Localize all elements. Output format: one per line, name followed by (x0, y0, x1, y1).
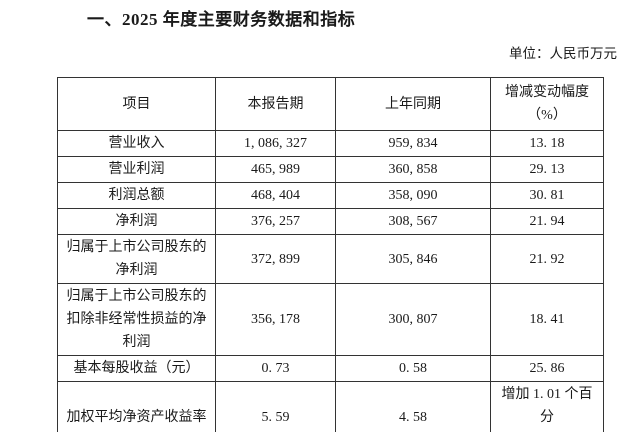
change-value: 29. 13 (490, 156, 604, 183)
table-row: 营业利润 465, 989 360, 858 29. 13 (57, 156, 604, 183)
prior-period-value: 959, 834 (335, 130, 491, 157)
row-label: 加权平均净资产收益率 (57, 381, 216, 432)
current-period-value: 0. 73 (215, 355, 336, 382)
current-period-value: 356, 178 (215, 283, 336, 356)
unit-label: 单位：人民币万元 (509, 46, 617, 61)
table-row: 利润总额 468, 404 358, 090 30. 81 (57, 182, 604, 209)
row-label: 净利润 (57, 208, 216, 235)
row-label: 基本每股收益（元） (57, 355, 216, 382)
header-change-rate: 增减变动幅度 （%） (490, 77, 604, 131)
change-value: 21. 94 (490, 208, 604, 235)
prior-period-value: 308, 567 (335, 208, 491, 235)
row-label: 利润总额 (57, 182, 216, 209)
current-period-value: 468, 404 (215, 182, 336, 209)
prior-period-value: 360, 858 (335, 156, 491, 183)
row-label: 归属于上市公司股东的 扣除非经常性损益的净 利润 (57, 283, 216, 356)
current-period-value: 372, 899 (215, 234, 336, 284)
current-period-value: 465, 989 (215, 156, 336, 183)
header-item-name: 项目 (57, 77, 216, 131)
current-period-value: 376, 257 (215, 208, 336, 235)
section-title: 一、2025 年度主要财务数据和指标 (87, 10, 356, 29)
change-value: 25. 86 (490, 355, 604, 382)
change-value: 30. 81 (490, 182, 604, 209)
table-row: 营业收入 1, 086, 327 959, 834 13. 18 (57, 130, 604, 157)
row-label: 归属于上市公司股东的 净利润 (57, 234, 216, 284)
table-row: 净利润 376, 257 308, 567 21. 94 (57, 208, 604, 235)
change-value: 增加 1. 01 个百分 点 (490, 381, 604, 432)
change-value: 13. 18 (490, 130, 604, 157)
change-value: 18. 41 (490, 283, 604, 356)
current-period-value: 1, 086, 327 (215, 130, 336, 157)
row-label: 营业收入 (57, 130, 216, 157)
header-prior-period: 上年同期 (335, 77, 491, 131)
row-label: 营业利润 (57, 156, 216, 183)
table-header-row: 项目 本报告期 上年同期 增减变动幅度 （%） (57, 77, 604, 131)
current-period-value: 5. 59 (215, 381, 336, 432)
table-row: 加权平均净资产收益率 5. 59 4. 58 增加 1. 01 个百分 点 (57, 381, 604, 432)
prior-period-value: 300, 807 (335, 283, 491, 356)
table-row: 归属于上市公司股东的 扣除非经常性损益的净 利润 356, 178 300, 8… (57, 283, 604, 356)
header-current-period: 本报告期 (215, 77, 336, 131)
table-row: 基本每股收益（元） 0. 73 0. 58 25. 86 (57, 355, 604, 382)
change-value: 21. 92 (490, 234, 604, 284)
prior-period-value: 358, 090 (335, 182, 491, 209)
financial-table: 项目 本报告期 上年同期 增减变动幅度 （%） 营业收入 1, 086, 327… (57, 77, 604, 432)
table-row: 归属于上市公司股东的 净利润 372, 899 305, 846 21. 92 (57, 234, 604, 284)
prior-period-value: 0. 58 (335, 355, 491, 382)
prior-period-value: 305, 846 (335, 234, 491, 284)
prior-period-value: 4. 58 (335, 381, 491, 432)
